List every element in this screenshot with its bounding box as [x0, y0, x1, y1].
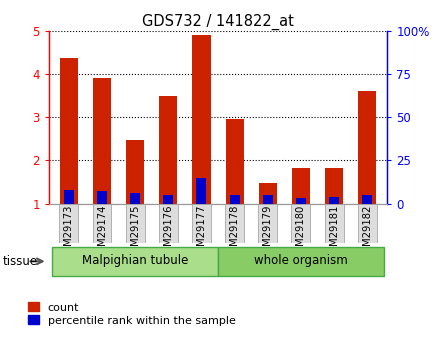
Bar: [130, 193, 140, 204]
FancyBboxPatch shape: [125, 204, 145, 243]
Bar: [296, 198, 306, 204]
FancyBboxPatch shape: [225, 204, 244, 243]
Text: GSM29180: GSM29180: [296, 205, 306, 259]
Bar: [292, 168, 310, 204]
FancyBboxPatch shape: [59, 204, 78, 243]
FancyBboxPatch shape: [52, 247, 218, 276]
Text: GSM29178: GSM29178: [230, 205, 239, 259]
FancyBboxPatch shape: [291, 204, 311, 243]
Text: GSM29176: GSM29176: [163, 205, 173, 259]
Bar: [263, 195, 273, 204]
Bar: [358, 91, 376, 204]
Bar: [362, 195, 372, 204]
Bar: [93, 78, 111, 204]
Text: GSM29177: GSM29177: [197, 205, 206, 259]
Text: GSM29182: GSM29182: [362, 205, 372, 259]
FancyBboxPatch shape: [93, 204, 111, 243]
Text: tissue: tissue: [2, 255, 37, 268]
Bar: [126, 140, 144, 204]
Title: GDS732 / 141822_at: GDS732 / 141822_at: [142, 13, 294, 30]
Bar: [329, 197, 339, 204]
Text: Malpighian tubule: Malpighian tubule: [82, 254, 188, 267]
Bar: [163, 195, 174, 204]
FancyBboxPatch shape: [325, 204, 344, 243]
Bar: [230, 195, 240, 204]
Text: GSM29173: GSM29173: [64, 205, 74, 259]
Bar: [325, 168, 343, 204]
Bar: [226, 119, 244, 204]
FancyBboxPatch shape: [159, 204, 178, 243]
Legend: count, percentile rank within the sample: count, percentile rank within the sample: [28, 302, 236, 326]
Text: GSM29179: GSM29179: [263, 205, 273, 259]
Bar: [64, 190, 74, 204]
Bar: [159, 96, 178, 204]
Text: GSM29181: GSM29181: [329, 205, 339, 259]
Text: GSM29174: GSM29174: [97, 205, 107, 259]
Text: GSM29175: GSM29175: [130, 205, 140, 259]
Bar: [97, 191, 107, 204]
Bar: [196, 178, 206, 204]
FancyBboxPatch shape: [259, 204, 277, 243]
FancyBboxPatch shape: [192, 204, 211, 243]
Bar: [192, 34, 210, 204]
FancyBboxPatch shape: [218, 247, 384, 276]
Bar: [259, 183, 277, 204]
Bar: [60, 58, 78, 204]
FancyBboxPatch shape: [358, 204, 377, 243]
Text: whole organism: whole organism: [254, 254, 348, 267]
